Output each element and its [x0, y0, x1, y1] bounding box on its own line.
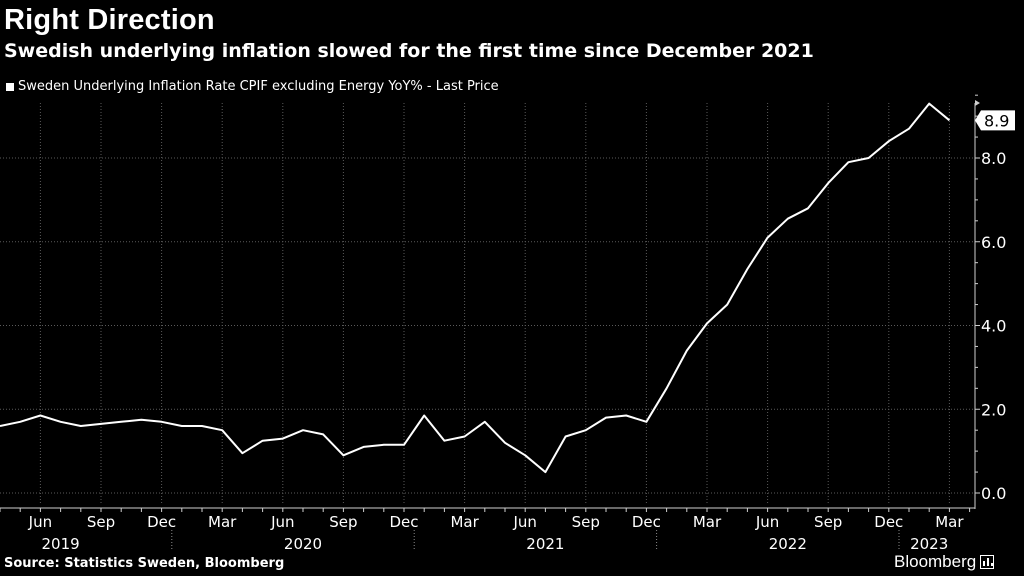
- x-tick-label: Mar: [693, 513, 722, 531]
- x-tick-label: Dec: [632, 513, 661, 531]
- series-line: [0, 102, 951, 474]
- x-tick-label: Mar: [208, 513, 237, 531]
- legend-swatch: [6, 82, 14, 91]
- x-tick-label: Dec: [147, 513, 176, 531]
- x-tick-label: Jun: [270, 513, 294, 531]
- last-value-label: 8.9: [984, 111, 1009, 130]
- x-tick-label: Mar: [935, 513, 964, 531]
- x-year-label: 2022: [769, 535, 807, 553]
- y-tick-label: 0.0: [981, 484, 1006, 503]
- legend-label: Sweden Underlying Inflation Rate CPIF ex…: [18, 79, 499, 94]
- x-year-label: 2021: [526, 535, 564, 553]
- y-tick-label: 2.0: [981, 400, 1006, 419]
- brand-name: Bloomberg: [894, 552, 977, 571]
- bloomberg-logo: Bloomberg: [894, 552, 995, 572]
- source-note: Source: Statistics Sweden, Bloomberg: [4, 556, 285, 571]
- x-year-label: 2020: [284, 535, 322, 553]
- x-year-label: 2023: [910, 535, 948, 553]
- x-tick-label: Dec: [389, 513, 418, 531]
- y-axis-arrow: [975, 100, 980, 106]
- y-tick-label: 8.0: [981, 149, 1006, 168]
- x-tick-label: Sep: [814, 513, 842, 531]
- x-tick-label: Mar: [450, 513, 479, 531]
- last-value-box: [975, 110, 1015, 131]
- y-tick-label: 6.0: [981, 233, 1006, 252]
- y-tick-label: 4.0: [981, 317, 1006, 336]
- chart-title: Right Direction: [4, 4, 215, 36]
- x-tick-label: Sep: [329, 513, 357, 531]
- chart-subtitle: Swedish underlying inflation slowed for …: [4, 40, 814, 62]
- x-tick-label: Jun: [28, 513, 52, 531]
- bar-chart-icon: [980, 555, 995, 569]
- x-year-label: 2019: [42, 535, 80, 553]
- x-tick-label: Jun: [512, 513, 536, 531]
- x-tick-label: Sep: [572, 513, 600, 531]
- legend: Sweden Underlying Inflation Rate CPIF ex…: [6, 79, 499, 94]
- x-tick-label: Sep: [87, 513, 115, 531]
- x-tick-label: Dec: [874, 513, 903, 531]
- x-tick-label: Jun: [755, 513, 779, 531]
